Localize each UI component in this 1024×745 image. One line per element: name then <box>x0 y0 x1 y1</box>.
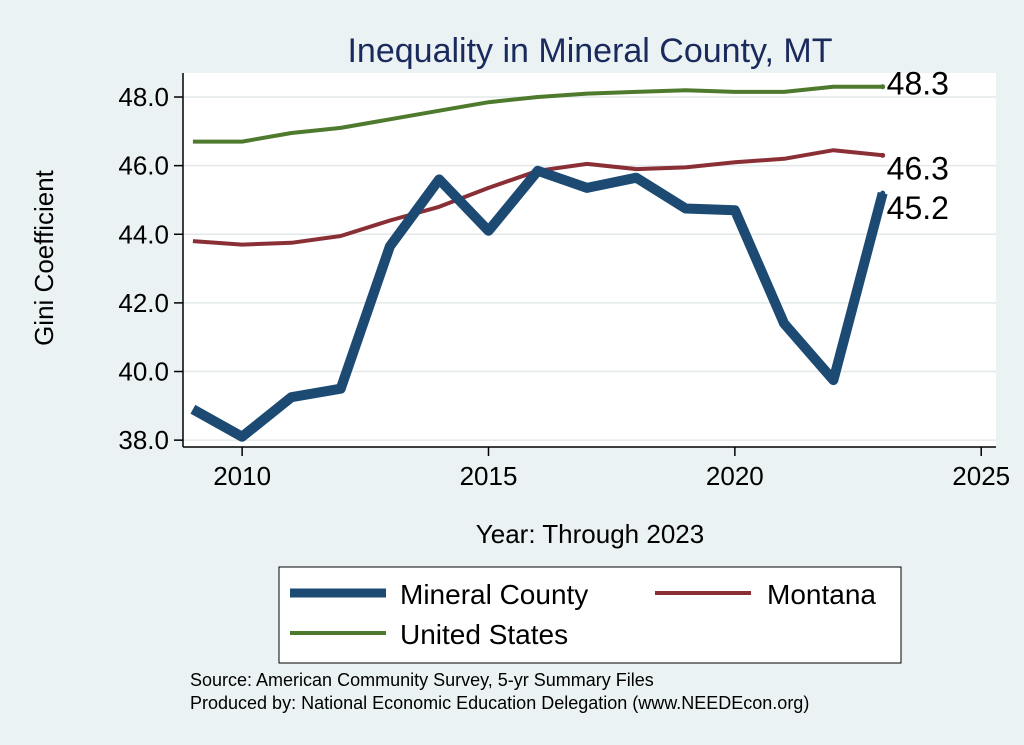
y-tick-label: 44.0 <box>118 219 169 249</box>
legend-label-mineral-county: Mineral County <box>400 579 588 610</box>
legend: Mineral County Montana United States <box>278 566 902 664</box>
end-label-united-states: 48.3 <box>887 66 949 102</box>
end-point-montana <box>880 152 886 158</box>
x-axis-title: Year: Through 2023 <box>476 519 704 549</box>
series-lines <box>190 84 888 442</box>
y-tick-label: 42.0 <box>118 288 169 318</box>
y-tick-label: 46.0 <box>118 151 169 181</box>
x-tick-label: 2020 <box>706 461 764 491</box>
end-label-montana: 46.3 <box>887 150 949 186</box>
x-tick-label: 2025 <box>952 461 1010 491</box>
end-point-united-states <box>880 84 886 90</box>
source-line-1: Source: American Community Survey, 5-yr … <box>190 670 654 690</box>
y-tick-label: 40.0 <box>118 357 169 387</box>
series-end-labels: 45.2 46.3 48.3 <box>880 66 949 226</box>
source-line-2: Produced by: National Economic Education… <box>190 693 809 713</box>
x-axis-ticks: 2010 2015 2020 2025 <box>213 447 1010 491</box>
y-axis-ticks: 38.0 40.0 42.0 44.0 46.0 48.0 <box>118 82 183 455</box>
series-line-mineral-county <box>190 165 888 442</box>
end-point-mineral-county <box>880 190 886 196</box>
y-tick-label: 48.0 <box>118 82 169 112</box>
end-label-mineral-county: 45.2 <box>887 190 949 226</box>
chart-title: Inequality in Mineral County, MT <box>347 32 832 70</box>
legend-label-montana: Montana <box>767 579 876 610</box>
legend-label-united-states: United States <box>400 619 568 650</box>
x-tick-label: 2015 <box>460 461 518 491</box>
gridlines <box>183 96 996 441</box>
x-tick-label: 2010 <box>213 461 271 491</box>
y-axis-title: Gini Coefficient <box>29 169 59 346</box>
series-line-united-states <box>192 84 883 144</box>
y-tick-label: 38.0 <box>118 425 169 455</box>
legend-box <box>278 566 902 664</box>
